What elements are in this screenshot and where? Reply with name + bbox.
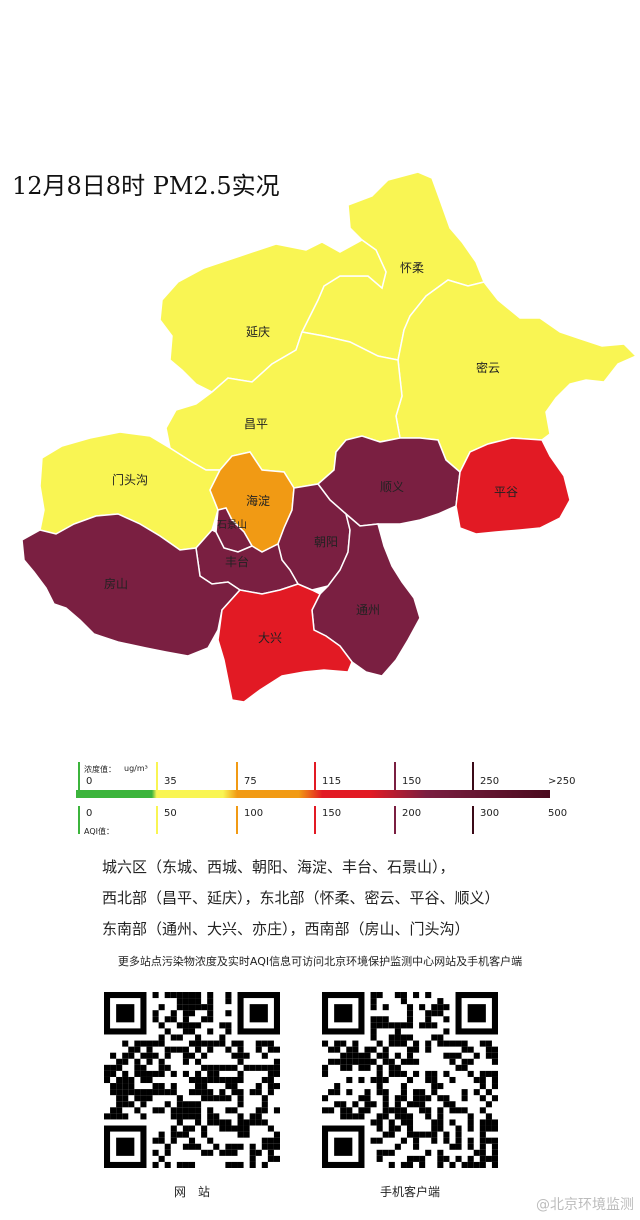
- label-huairou: 怀柔: [400, 261, 424, 275]
- app-qr-label: 手机客户端: [379, 1185, 440, 1199]
- beijing-pm25-map: 怀柔 延庆 密云 昌平 门头沟 海淀 顺义 平谷 石景山 朝阳 丰台 房山 通州…: [21, 171, 638, 703]
- legend-tick: [78, 806, 80, 834]
- legend-tick: [394, 762, 396, 790]
- legend-aqi-value: 200: [402, 808, 422, 819]
- pm25-legend: 浓度值： ug/m³ AQI值： 0 0 35 50 75 100 115 150 150 200…: [76, 762, 575, 836]
- label-yanqing: 延庆: [246, 325, 270, 339]
- legend-tick: [156, 806, 158, 834]
- legend-concentration-value: 115: [322, 776, 342, 787]
- region-line: 西北部（昌平、延庆），东北部（怀柔、密云、平谷、顺义）: [102, 889, 500, 907]
- legend-tick: [472, 806, 474, 834]
- legend-aqi-value: 100: [244, 808, 264, 819]
- legend-color-bar: [76, 790, 550, 798]
- legend-tick: [236, 806, 238, 834]
- legend-aqi-value: 300: [480, 808, 500, 819]
- legend-concentration-value: 35: [164, 776, 177, 787]
- legend-tick: [314, 762, 316, 790]
- label-haidian: 海淀: [246, 493, 270, 508]
- legend-unit: ug/m³: [124, 764, 148, 773]
- legend-concentration-value: >250: [548, 776, 576, 787]
- label-mentougou: 门头沟: [112, 472, 148, 487]
- legend-aqi-label: AQI值：: [84, 827, 114, 836]
- app-qr-code[interactable]: [322, 992, 498, 1168]
- district-daxing: [217, 583, 353, 703]
- legend-tick: [78, 762, 80, 790]
- legend-concentration-value: 0: [86, 776, 93, 787]
- legend-aqi-value: 150: [322, 808, 342, 819]
- district-tongzhou: [311, 511, 421, 677]
- info-note: 更多站点污染物浓度及实时AQI信息可访问北京环境保护监测中心网站及手机客户端: [117, 955, 523, 968]
- label-fangshan: 房山: [104, 576, 128, 591]
- label-daxing: 大兴: [258, 631, 282, 645]
- legend-concentration-value: 150: [402, 776, 422, 787]
- legend-tick: [472, 762, 474, 790]
- label-fengtai: 丰台: [225, 554, 249, 569]
- weibo-watermark: @北京环境监测: [536, 1197, 634, 1213]
- label-chaoyang: 朝阳: [314, 535, 338, 549]
- district-chaoyang: [277, 483, 351, 591]
- district-yanqing: [159, 239, 387, 393]
- legend-aqi-value: 500: [548, 808, 568, 819]
- legend-tick: [236, 762, 238, 790]
- region-line: 城六区（东城、西城、朝阳、海淀、丰台、石景山），: [102, 858, 455, 876]
- legend-tick: [314, 806, 316, 834]
- legend-concentration-label: 浓度值：: [84, 765, 116, 774]
- region-definitions: 城六区（东城、西城、朝阳、海淀、丰台、石景山）， 西北部（昌平、延庆），东北部（…: [102, 852, 500, 945]
- region-line: 东南部（通州、大兴、亦庄），西南部（房山、门头沟）: [102, 920, 470, 938]
- label-shijingshan: 石景山: [217, 519, 247, 531]
- legend-tick: [156, 762, 158, 790]
- district-pinggu: [455, 437, 571, 535]
- website-qr-label: 网 站: [173, 1185, 210, 1199]
- label-changping: 昌平: [244, 417, 268, 431]
- label-pinggu: 平谷: [494, 485, 518, 499]
- legend-tick: [394, 806, 396, 834]
- label-miyun: 密云: [476, 360, 500, 375]
- legend-concentration-value: 75: [244, 776, 257, 787]
- label-tongzhou: 通州: [356, 603, 380, 617]
- map-title: 12月8日8时 PM2.5实况: [12, 172, 280, 200]
- legend-aqi-value: 0: [86, 808, 93, 819]
- legend-concentration-value: 250: [480, 776, 500, 787]
- website-qr-code[interactable]: [104, 992, 280, 1168]
- legend-aqi-value: 50: [164, 808, 177, 819]
- label-shunyi: 顺义: [380, 480, 404, 494]
